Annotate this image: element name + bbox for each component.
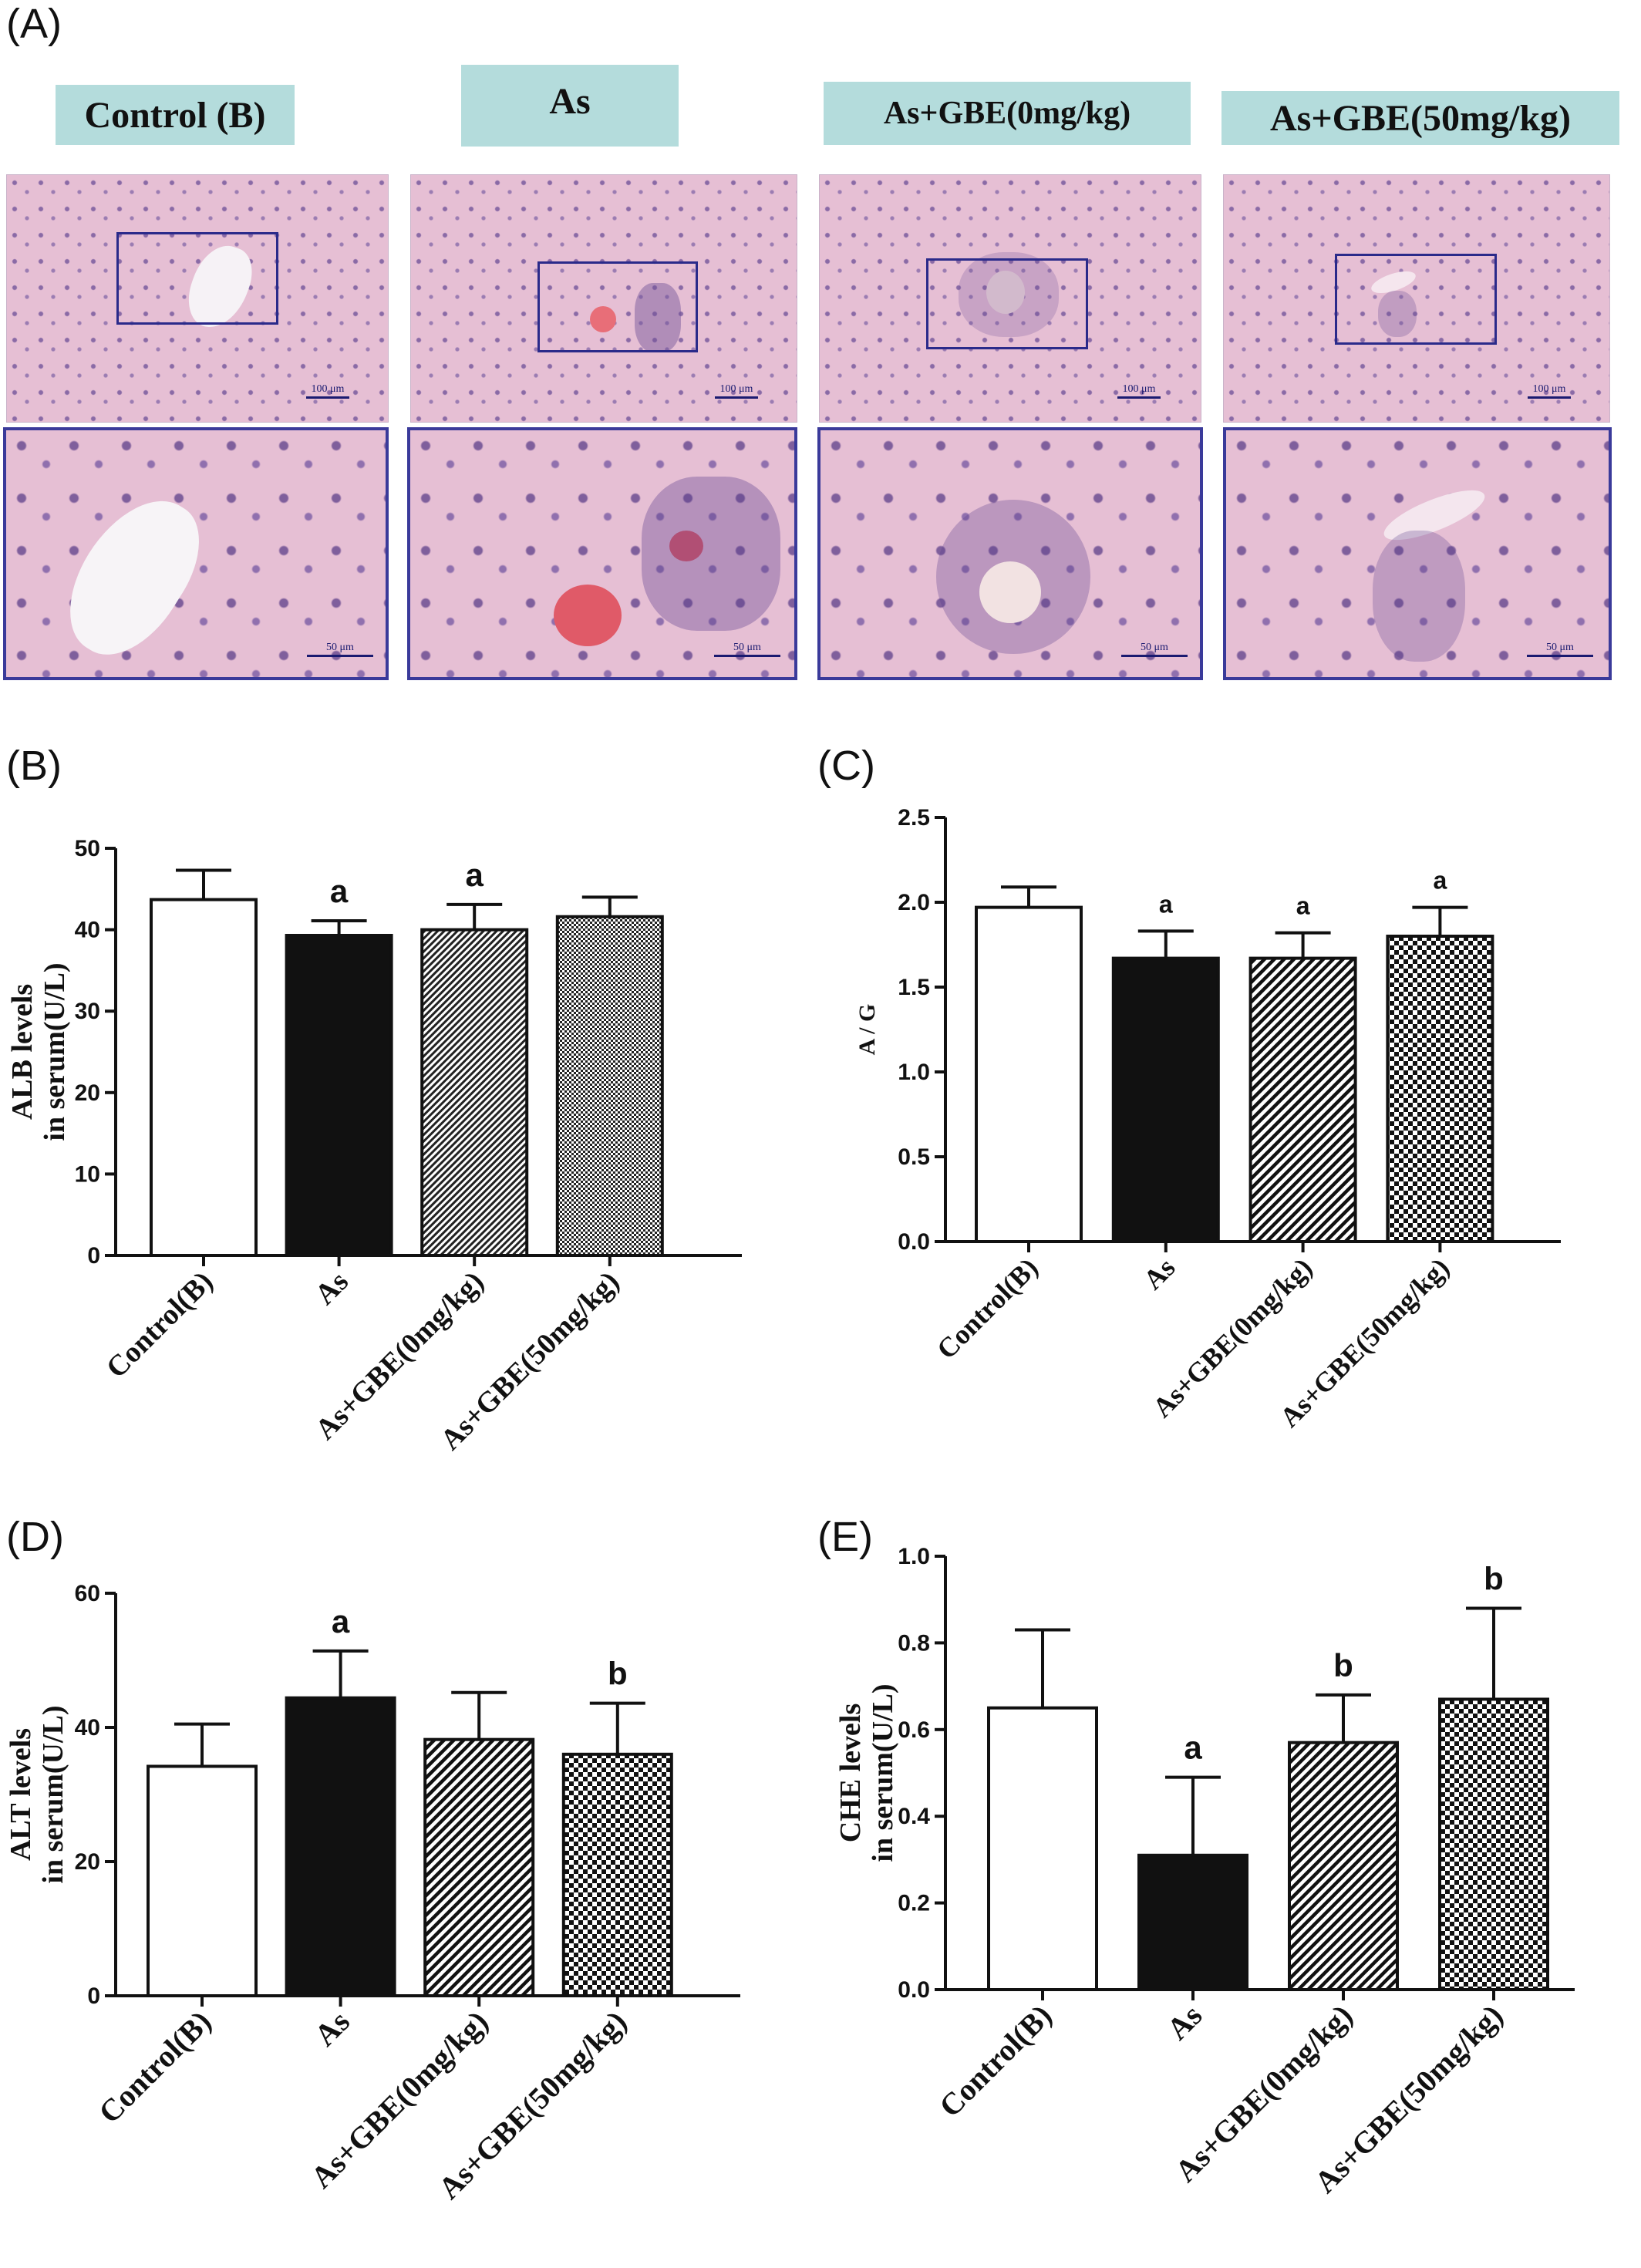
x-category-label: Control(B) <box>932 1998 1058 2124</box>
scale-label: 50 μm <box>326 642 354 653</box>
x-category-label: Control(B) <box>931 1252 1044 1365</box>
y-axis-label: in serum(U/L) <box>39 962 71 1141</box>
y-axis-label: in serum(U/L) <box>37 1705 69 1883</box>
y-tick-label: 0 <box>87 1243 100 1269</box>
y-tick-label: 20 <box>75 1849 100 1875</box>
y-tick-label: 1.0 <box>898 1544 930 1569</box>
bar <box>975 905 1083 1243</box>
bar <box>1288 1741 1399 1991</box>
y-tick-label: 50 <box>75 836 100 861</box>
bar <box>1438 1697 1549 1992</box>
label-as: As <box>461 65 679 147</box>
bar <box>285 933 393 1257</box>
significance-label: a <box>1434 867 1447 895</box>
chart-ag: 0.00.51.01.52.02.5A / GControl(B)aAsaAs+… <box>854 805 1561 1434</box>
chart-alt: 0 20 40 60 ALT levels in serum(U/L) Control(B)… <box>5 1581 740 2206</box>
bar <box>150 898 258 1257</box>
bar <box>1248 956 1357 1243</box>
y-tick-label: 20 <box>75 1080 100 1106</box>
y-tick-label: 40 <box>75 918 100 943</box>
y-axis-label: in serum(U/L) <box>867 1683 899 1862</box>
significance-label: b <box>608 1656 628 1692</box>
micrograph-control-high: 50 μm <box>3 427 389 680</box>
y-tick-label: 40 <box>75 1715 100 1741</box>
y-axis-label: ALT levels <box>5 1728 37 1861</box>
label-as-gbe-0: As+GBE(0mg/kg) <box>824 82 1191 145</box>
micrograph-as-gbe-50-high: 50 μm <box>1223 427 1612 680</box>
y-tick-label: 60 <box>75 1581 100 1606</box>
micrograph-as-low: 100 μm <box>410 174 797 423</box>
bar <box>420 928 529 1257</box>
bar <box>285 1696 396 1997</box>
y-tick-label: 0.6 <box>898 1717 930 1743</box>
significance-label: a <box>330 873 349 909</box>
scale-label: 50 μm <box>733 642 761 653</box>
y-tick-label: 0 <box>87 1983 100 2009</box>
x-category-label: As <box>308 2004 356 2053</box>
significance-label: a <box>332 1603 350 1639</box>
micrograph-as-gbe-50-low: 100 μm <box>1223 174 1610 423</box>
bar <box>561 1752 673 1998</box>
micrograph-as-gbe-0-high: 50 μm <box>817 427 1203 680</box>
scale-label: 50 μm <box>1546 642 1574 653</box>
chart-alb: 0 10 20 30 40 50 ALB levels in serum(U/L) Contro… <box>6 836 742 1457</box>
scale-label: 50 μm <box>1141 642 1168 653</box>
significance-label: a <box>1159 890 1173 918</box>
y-tick-label: 0.2 <box>898 1891 930 1916</box>
scale-label: 100 μm <box>1532 383 1566 395</box>
x-category-label: As <box>1137 1252 1181 1296</box>
bar <box>1111 956 1220 1243</box>
micrograph-control-low: 100 μm <box>6 174 389 423</box>
x-category-label: As <box>1160 1998 1208 2047</box>
x-category-label: As <box>308 1265 355 1312</box>
panel-a-letter: (A) <box>6 1 62 47</box>
significance-label: a <box>1296 892 1310 920</box>
panel-c-letter: (C) <box>817 743 875 789</box>
significance-label: b <box>1333 1647 1353 1683</box>
y-tick-label: 30 <box>75 999 100 1024</box>
significance-label: a <box>466 857 484 893</box>
bar <box>555 915 664 1257</box>
scale-label: 100 μm <box>719 383 753 395</box>
y-tick-label: 0.0 <box>898 1977 930 2003</box>
scale-label: 100 μm <box>311 383 345 395</box>
panel-d-letter: (D) <box>6 1514 64 1560</box>
significance-label: a <box>1184 1730 1202 1766</box>
y-tick-label: 1.0 <box>898 1060 930 1085</box>
bar <box>1137 1853 1248 1991</box>
y-tick-label: 0.8 <box>898 1630 930 1656</box>
significance-label: b <box>1484 1560 1504 1596</box>
bar <box>987 1706 1098 1991</box>
micrograph-as-high: 50 μm <box>407 427 797 680</box>
y-tick-label: 10 <box>75 1161 100 1187</box>
bar <box>423 1737 535 1997</box>
y-axis-label: ALB levels <box>6 984 39 1120</box>
x-category-label: Control(B) <box>100 1265 220 1385</box>
y-tick-label: 1.5 <box>898 975 930 1000</box>
scale-label: 100 μm <box>1122 383 1156 395</box>
panel-b-letter: (B) <box>6 743 62 789</box>
panel-e-letter: (E) <box>817 1514 873 1560</box>
y-tick-label: 0.0 <box>898 1229 930 1255</box>
y-tick-label: 0.4 <box>898 1804 930 1829</box>
y-tick-label: 0.5 <box>898 1144 930 1170</box>
bar <box>147 1764 258 1998</box>
x-category-label: Control(B) <box>92 2004 217 2130</box>
label-as-gbe-50: As+GBE(50mg/kg) <box>1221 91 1619 145</box>
y-tick-label: 2.0 <box>898 890 930 915</box>
y-tick-label: 2.5 <box>898 805 930 831</box>
bar <box>1386 935 1494 1243</box>
label-control: Control (B) <box>56 85 295 145</box>
micrograph-as-gbe-0-low: 100 μm <box>819 174 1201 423</box>
chart-che: 0.0 0.2 0.4 0.6 0.8 1.0 CHE levels in serum(U/L… <box>834 1544 1575 2199</box>
y-axis-label: CHE levels <box>834 1704 867 1842</box>
y-axis-label: A / G <box>854 1004 880 1056</box>
